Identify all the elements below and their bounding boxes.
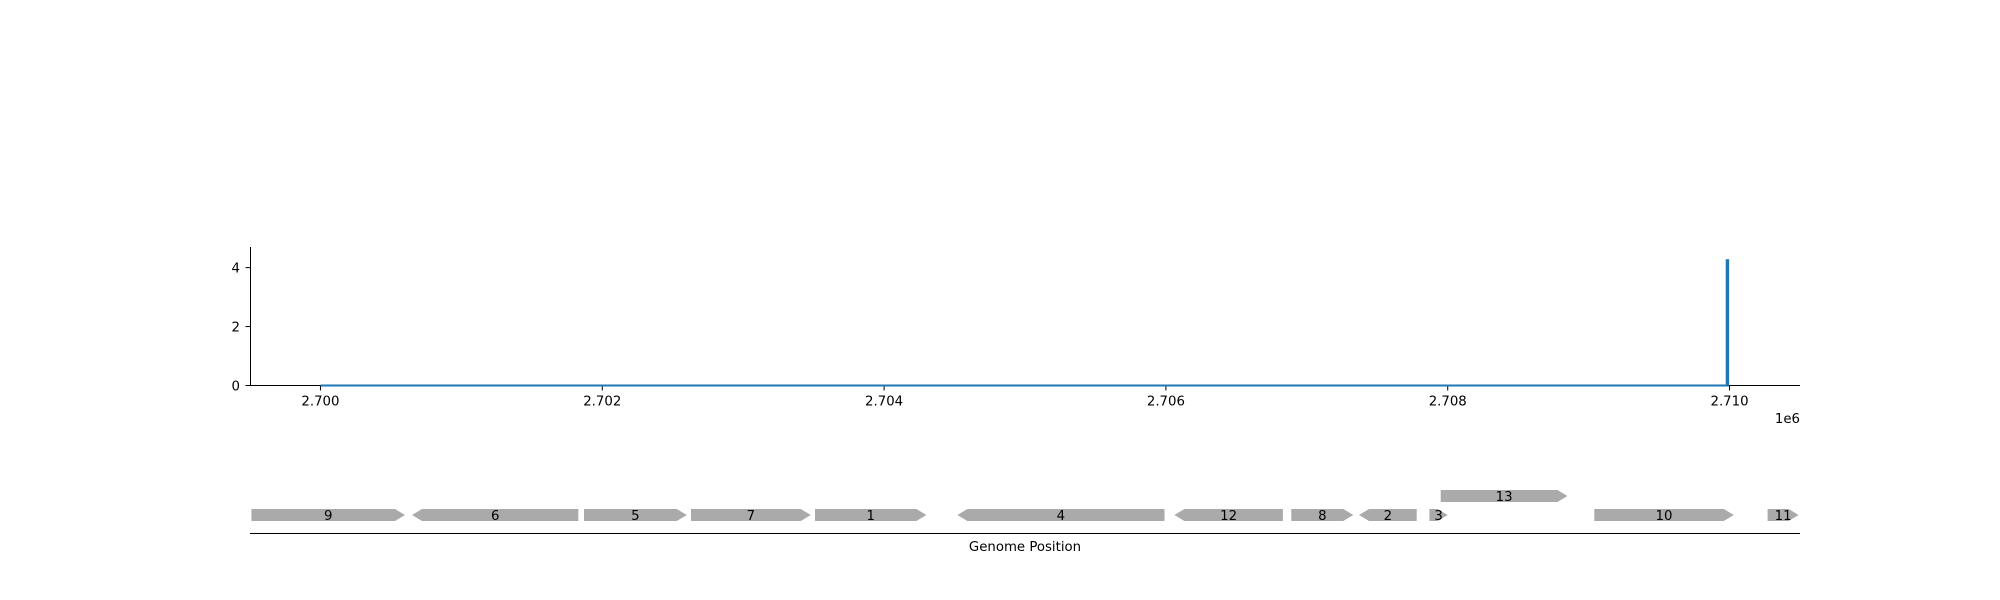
coverage-series-line [320, 259, 1730, 387]
gene-track: 9 6 5 7 1 4 12 8 2 3 13 10 11 Genome Position [250, 490, 1800, 555]
gene-label-10: 10 [1656, 509, 1673, 524]
x-axis-ticks: 2.700 2.702 2.704 2.706 2.708 2.710 [301, 385, 1749, 410]
x-tick-label: 2.708 [1429, 395, 1467, 410]
gene-label-9: 9 [324, 509, 332, 524]
gene-label-7: 7 [747, 509, 755, 524]
y-tick-label: 2 [232, 321, 240, 336]
gene-arrow-11 [1767, 509, 1799, 521]
gene-label-11: 11 [1775, 509, 1792, 524]
x-tick-label: 2.702 [583, 395, 621, 410]
y-tick-label: 4 [232, 262, 240, 277]
gene-label-13: 13 [1496, 490, 1513, 505]
gene-label-1: 1 [866, 509, 874, 524]
gene-label-4: 4 [1057, 509, 1065, 524]
x-tick-label: 2.700 [301, 395, 339, 410]
gene-arrow-10 [1594, 509, 1734, 521]
coverage-plot: 2.700 2.702 2.704 2.706 2.708 2.710 0 2 4 1e6 [232, 247, 1800, 427]
gene-arrow-5 [584, 509, 687, 521]
x-axis-title: Genome Position [969, 540, 1081, 555]
gene-label-5: 5 [631, 509, 639, 524]
y-axis-ticks: 0 2 4 [232, 262, 251, 395]
y-tick-label: 0 [232, 380, 240, 395]
gene-label-6: 6 [491, 509, 499, 524]
gene-arrow-9 [251, 509, 405, 521]
gene-arrow-8 [1291, 509, 1354, 521]
gene-label-8: 8 [1318, 509, 1326, 524]
x-offset-label: 1e6 [1775, 412, 1800, 427]
gene-arrow-2 [1359, 509, 1417, 521]
x-tick-label: 2.710 [1711, 395, 1749, 410]
x-tick-label: 2.704 [865, 395, 903, 410]
gene-arrow-3 [1429, 509, 1448, 521]
gene-arrow-12 [1174, 509, 1283, 521]
gene-arrow-7 [691, 509, 811, 521]
gene-label-12: 12 [1220, 509, 1237, 524]
gene-label-2: 2 [1384, 509, 1392, 524]
gene-arrow-4 [957, 509, 1165, 521]
gene-arrow-6 [412, 509, 579, 521]
gene-arrows: 9 6 5 7 1 4 12 8 2 3 13 10 11 [251, 490, 1799, 524]
gene-arrow-13 [1440, 490, 1568, 502]
x-tick-label: 2.706 [1147, 395, 1185, 410]
gene-label-3: 3 [1434, 509, 1442, 524]
gene-arrow-1 [815, 509, 927, 521]
